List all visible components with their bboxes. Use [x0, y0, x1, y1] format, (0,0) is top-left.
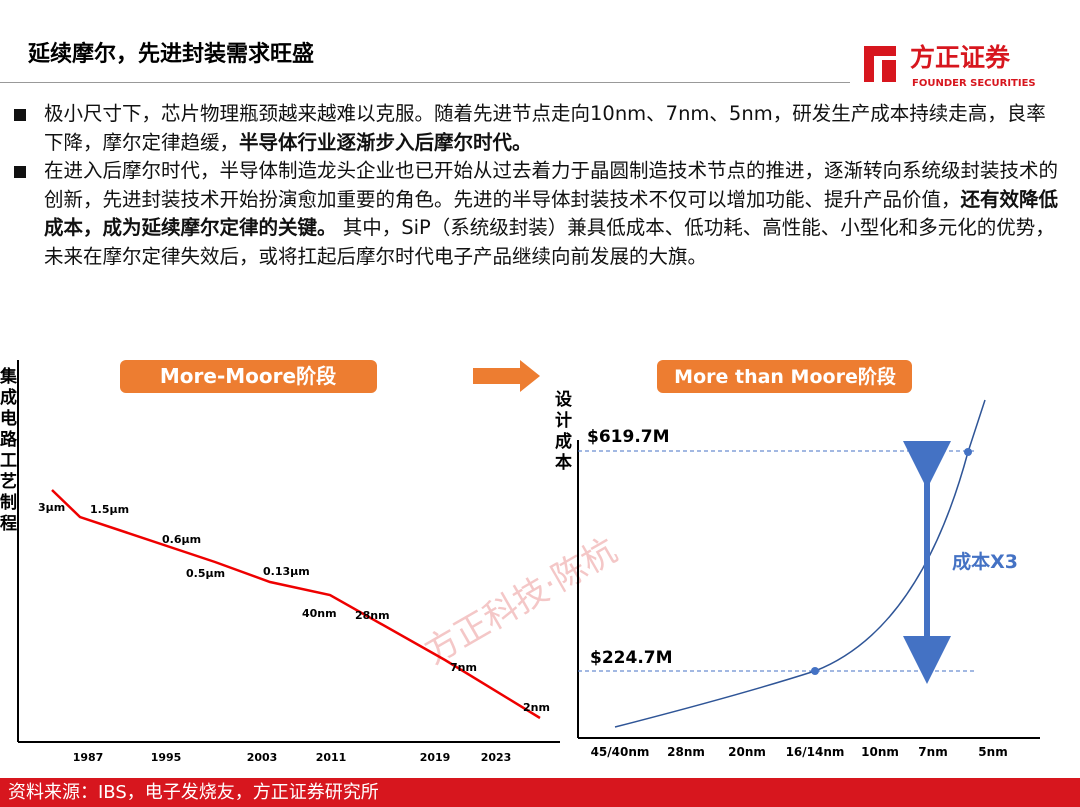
bullet-text: 半导体行业逐渐步入后摩尔时代。: [239, 130, 532, 154]
point-label: 2nm: [523, 701, 550, 714]
bullets: 极小尺寸下，芯片物理瓶颈越来越难以克服。随着先进节点走向10nm、7nm、5nm…: [14, 100, 1064, 271]
point-label: 40nm: [302, 607, 337, 620]
x-label: 16/14nm: [786, 745, 845, 759]
point-label: 0.13μm: [263, 565, 310, 578]
x-label: 45/40nm: [591, 745, 650, 759]
point-label: 3μm: [38, 501, 65, 514]
trend-line: [51, 489, 541, 720]
annotation: $619.7M: [587, 427, 670, 447]
x-label: 28nm: [667, 745, 705, 759]
x-label: 20nm: [728, 745, 766, 759]
x-label: 2023: [481, 751, 512, 764]
y-label: 集成电路工艺制程: [0, 366, 18, 534]
y-label: 设计成本: [555, 390, 572, 473]
x-label: 7nm: [918, 745, 947, 759]
x-label: 2003: [247, 751, 278, 764]
bullet-text: 极小尺寸下，芯片物理瓶颈越来越难以克服。随着先进节点走向10nm、7nm、5nm…: [44, 102, 1046, 154]
footer: 资料来源：IBS，电子发烧友，方正证券研究所: [0, 778, 1080, 807]
point-label: 1.5μm: [90, 503, 129, 516]
bullet-text: 还有效降低成本，成为延续摩尔定律的关键。: [44, 187, 1059, 240]
x-label: 2011: [316, 751, 347, 764]
x-label: 10nm: [861, 745, 899, 759]
x-label: 1987: [73, 751, 104, 764]
banner: More than Moore阶段: [674, 365, 897, 388]
point-label: 0.5μm: [186, 567, 225, 580]
ratio-label: 成本X3: [952, 550, 1018, 573]
bullet: 在进入后摩尔时代，半导体制造龙头企业也已开始从过去着力于晶圆制造技术节点的推进，…: [14, 157, 1064, 271]
point-label: 7nm: [450, 661, 477, 674]
title: 延续摩尔，先进封装需求旺盛: [28, 42, 315, 67]
arrow: [473, 360, 540, 392]
x-label: 1995: [151, 751, 182, 764]
rule: [0, 82, 850, 83]
logo-en: FOUNDER SECURITIES: [912, 78, 1036, 89]
bullet-text: 其中，SiP（系统级封装）兼具低成本、低功耗、高性能、小型化和多元化的优势，未来…: [44, 216, 1055, 268]
x-label: 5nm: [978, 745, 1007, 759]
annotation: $224.7M: [590, 648, 673, 668]
point-label: 28nm: [355, 609, 390, 622]
x-label: 2019: [420, 751, 451, 764]
bullet: 极小尺寸下，芯片物理瓶颈越来越难以克服。随着先进节点走向10nm、7nm、5nm…: [14, 100, 1064, 157]
logo: 方正证券 FOUNDER SECURITIES: [864, 43, 1036, 89]
point-label: 0.6μm: [162, 533, 201, 546]
bullet-text: 在进入后摩尔时代，半导体制造龙头企业也已开始从过去着力于晶圆制造技术节点的推进，…: [44, 159, 1059, 211]
banner: More-Moore阶段: [160, 364, 336, 388]
logo-cn: 方正证券: [910, 43, 1011, 72]
